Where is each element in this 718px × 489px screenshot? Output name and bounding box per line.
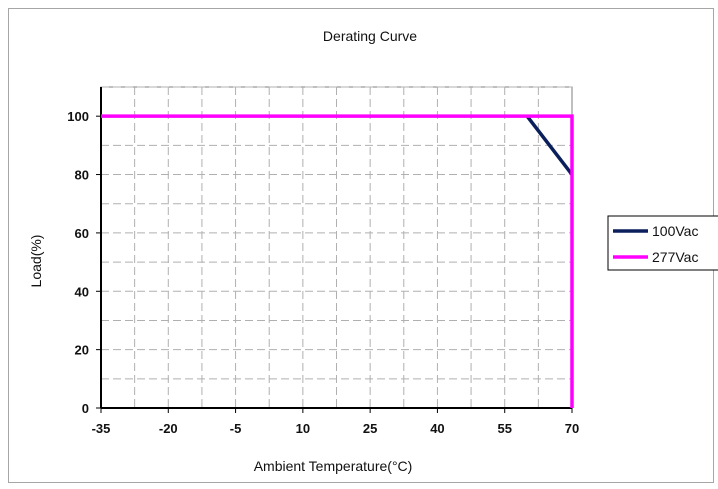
series-line-277vac [101,114,574,408]
x-tick-label: 55 [497,421,511,436]
x-tick-label: 40 [430,421,444,436]
x-axis-label: Ambient Temperature(°C) [254,458,413,474]
legend: 100Vac 277Vac [607,215,718,271]
axes [100,87,572,409]
y-tick-labels: 0 20 40 60 80 100 [67,109,101,416]
legend-box [607,215,718,271]
y-tick-label: 0 [82,401,89,416]
x-tick-label: 25 [363,421,377,436]
x-tick-label: 10 [296,421,310,436]
grid-lines [101,86,572,408]
y-tick-label: 80 [75,168,89,183]
y-tick-label: 100 [67,109,89,124]
legend-label: 100Vac [652,223,698,239]
series-lines [101,114,574,408]
legend-label: 277Vac [652,249,698,265]
x-tick-label: -35 [92,421,111,436]
series-line-100vac [525,115,574,176]
x-tick-label: -5 [230,421,242,436]
y-axis-label: Load(%) [28,235,44,288]
y-tick-label: 60 [75,226,89,241]
x-tick-label: 70 [565,421,579,436]
x-tick-labels: -35 -20 -5 10 25 40 55 70 [92,408,579,436]
y-tick-label: 40 [75,284,89,299]
y-tick-label: 20 [75,343,89,358]
chart-title: Derating Curve [323,28,417,44]
x-tick-label: -20 [159,421,178,436]
